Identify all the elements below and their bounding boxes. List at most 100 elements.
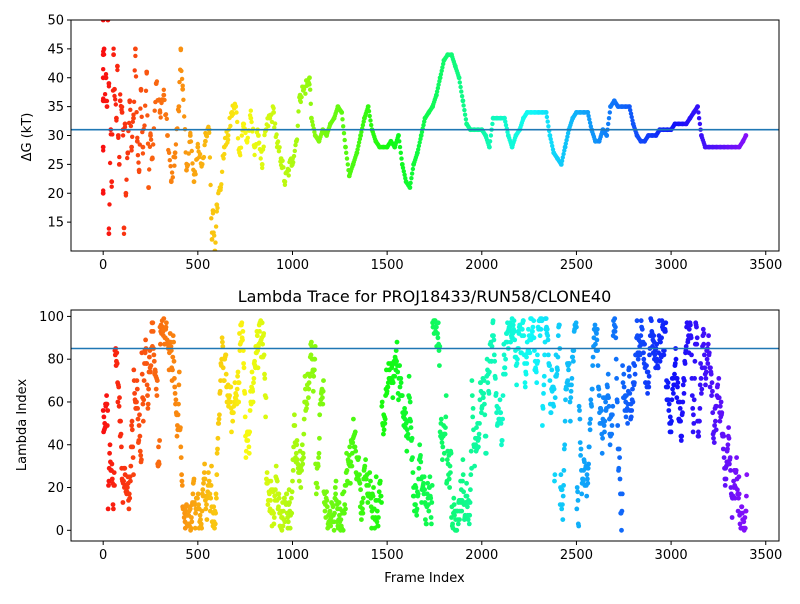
dg-point	[186, 151, 191, 156]
dg-point	[558, 162, 564, 167]
dg-point	[261, 144, 266, 149]
lambda-point	[702, 365, 708, 371]
dg-x-tick-label: 3500	[749, 258, 782, 273]
lambda-point	[251, 380, 256, 386]
dg-point	[362, 115, 367, 121]
lambda-point	[196, 502, 202, 507]
dg-point	[418, 136, 423, 142]
lambda-point	[448, 470, 453, 475]
lambda-point	[273, 463, 279, 469]
dg-point	[272, 121, 278, 126]
lambda-point	[367, 470, 373, 475]
dg-point	[114, 115, 119, 121]
dg-point	[111, 46, 116, 51]
lambda-point	[265, 502, 271, 507]
dg-point	[178, 46, 184, 52]
lambda-point	[617, 455, 622, 460]
lambda-point	[733, 468, 739, 473]
dg-point	[434, 92, 439, 98]
dg-point	[187, 133, 193, 138]
dg-point	[133, 53, 138, 59]
dg-point	[377, 144, 382, 150]
lambda-y-axis-label: Lambda Index	[15, 379, 30, 472]
dg-point	[293, 138, 299, 144]
lambda-point	[232, 380, 238, 386]
dg-point	[695, 104, 700, 109]
lambda-point	[243, 455, 249, 460]
lambda-point	[588, 416, 593, 422]
lambda-point	[560, 493, 566, 499]
lambda-point	[385, 384, 391, 390]
dg-y-tick-label: 35	[47, 100, 64, 115]
lambda-point	[105, 408, 111, 413]
dg-point	[490, 121, 495, 127]
lambda-point	[241, 365, 247, 371]
lambda-point	[411, 493, 417, 499]
lambda-point	[127, 495, 133, 501]
lambda-point	[438, 416, 444, 422]
lambda-point	[638, 318, 644, 324]
lambda-point	[595, 363, 601, 368]
lambda-point	[404, 448, 410, 454]
lambda-point	[508, 339, 513, 345]
lambda-point	[235, 369, 241, 375]
lambda-point	[359, 500, 365, 505]
dg-point	[113, 97, 118, 102]
lambda-point	[559, 506, 565, 512]
lambda-point	[172, 391, 178, 396]
lambda-point	[502, 371, 508, 377]
lambda-point	[301, 416, 307, 422]
dg-point	[140, 144, 146, 150]
dg-y-tick-label: 30	[47, 129, 64, 144]
dg-point	[396, 133, 401, 138]
lambda-point	[116, 403, 122, 409]
lambda-point	[510, 322, 516, 328]
dg-point	[243, 130, 248, 136]
dg-point	[202, 142, 207, 148]
dg-point	[133, 46, 138, 52]
lambda-point	[122, 465, 128, 471]
lambda-point	[373, 474, 379, 480]
lambda-point	[483, 450, 489, 456]
lambda-y-tick-label: 0	[56, 524, 64, 539]
dg-point	[356, 140, 362, 145]
lambda-point	[620, 363, 625, 368]
lambda-point	[542, 352, 547, 358]
lambda-point	[485, 380, 491, 386]
lambda-point	[131, 472, 136, 478]
lambda-point	[696, 433, 702, 439]
lambda-point	[140, 401, 146, 407]
lambda-point	[569, 376, 575, 381]
dg-point	[172, 163, 177, 168]
dg-point	[135, 135, 140, 140]
dg-point	[102, 98, 108, 104]
dg-point	[100, 144, 106, 150]
lambda-point	[625, 421, 630, 426]
lambda-point	[145, 393, 150, 398]
lambda-point	[191, 476, 197, 482]
lambda-y-tick-label: 20	[47, 481, 64, 496]
lambda-point	[418, 453, 423, 458]
lambda-point	[468, 487, 473, 493]
lambda-point	[457, 517, 462, 522]
dg-point	[209, 216, 214, 221]
dg-point	[360, 122, 366, 128]
lambda-point	[114, 361, 120, 366]
lambda-point	[280, 523, 286, 529]
dg-point	[356, 143, 361, 149]
lambda-point	[435, 320, 441, 326]
lambda-point	[206, 478, 212, 484]
lambda-point	[315, 485, 320, 490]
dg-point	[161, 92, 167, 98]
dg-point	[199, 162, 205, 167]
lambda-point	[331, 527, 337, 533]
dg-point	[464, 121, 469, 127]
lambda-point	[176, 369, 182, 375]
lambda-point	[316, 455, 321, 460]
lambda-point	[161, 316, 167, 321]
lambda-point	[216, 421, 222, 426]
lambda-point	[179, 478, 185, 484]
lambda-point	[151, 352, 157, 358]
lambda-point	[126, 491, 132, 497]
